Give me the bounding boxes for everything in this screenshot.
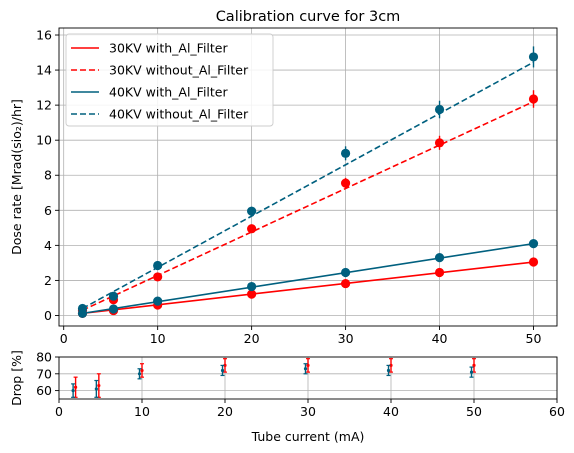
drop-y-tick-label: 70	[36, 366, 52, 381]
data-point-series-3	[434, 104, 445, 115]
main-y-tick-label: 4	[44, 238, 52, 253]
drop-x-tick-label: 20	[217, 404, 233, 419]
drop-point-series-0	[223, 363, 227, 367]
drop-point-series-1	[94, 387, 98, 391]
main-y-tick-label: 10	[36, 133, 52, 148]
main-y-tick-label: 2	[44, 273, 52, 288]
main-x-ticks: 0 10 20 30 40 50	[60, 326, 542, 346]
drop-point-series-1	[303, 367, 308, 371]
main-y-tick-label: 8	[44, 168, 52, 183]
data-point-series-1	[153, 272, 163, 282]
data-point-series-1	[434, 138, 445, 148]
legend-entry: 30KV with_Al_Filter	[109, 41, 228, 56]
data-point-series-2	[153, 296, 163, 306]
main-x-tick-label: 30	[338, 331, 354, 346]
main-y-tick-label: 0	[44, 308, 52, 323]
drop-data-points	[71, 358, 476, 398]
drop-x-tick-label: 50	[466, 404, 482, 419]
drop-x-axis-label: Tube current (mA)	[251, 429, 365, 444]
main-y-tick-label: 6	[44, 203, 52, 218]
drop-point-series-0	[389, 363, 393, 367]
legend-box	[65, 33, 274, 127]
data-point-series-2	[247, 281, 257, 292]
drop-point-series-0	[140, 368, 144, 373]
data-point-series-0	[340, 278, 351, 289]
main-y-tick-label: 16	[36, 28, 52, 43]
main-y-tick-label: 12	[36, 98, 52, 113]
drop-point-series-0	[74, 385, 78, 389]
main-y-ticks: 0 2 4 6 8 10 12 14 16	[36, 28, 59, 323]
drop-point-series-1	[71, 389, 75, 393]
legend-entry: 40KV without_Al_Filter	[109, 107, 249, 122]
main-x-tick-label: 20	[244, 331, 260, 346]
main-x-tick-label: 40	[432, 331, 448, 346]
drop-x-tick-label: 0	[55, 404, 63, 419]
legend-items: 30KV with_Al_Filter 30KV without_Al_Filte…	[71, 41, 249, 122]
drop-y-axis-label: Drop [%]	[9, 350, 24, 406]
data-point-series-0	[434, 267, 445, 278]
drop-point-series-1	[469, 370, 474, 374]
data-point-series-1	[340, 178, 351, 188]
drop-point-series-1	[220, 368, 225, 373]
data-point-series-1	[528, 94, 539, 104]
data-point-series-3	[340, 148, 351, 158]
main-x-tick-label: 50	[526, 331, 542, 346]
drop-point-series-1	[386, 368, 391, 373]
drop-x-tick-label: 40	[383, 404, 399, 419]
drop-x-tick-label: 10	[134, 404, 150, 419]
main-x-tick-label: 10	[150, 331, 166, 346]
drop-point-series-0	[97, 383, 101, 388]
main-y-axis-label: Dose rate [Mrad(sio₂)/hr]	[9, 99, 24, 255]
main-x-tick-label: 0	[60, 331, 68, 346]
legend-entry: 40KV with_Al_Filter	[109, 85, 228, 100]
data-point-series-3	[247, 206, 257, 216]
data-point-series-3	[153, 260, 163, 271]
main-data-points	[77, 46, 539, 318]
legend-entry: 30KV without_Al_Filter	[109, 63, 249, 78]
data-point-series-3	[528, 52, 539, 62]
chart-title: Calibration curve for 3cm	[216, 9, 401, 25]
drop-y-tick-label: 60	[36, 383, 52, 398]
data-point-series-2	[108, 304, 119, 314]
data-point-series-0	[247, 289, 257, 299]
drop-x-tick-label: 60	[549, 404, 565, 419]
drop-y-tick-label: 80	[36, 350, 52, 365]
drop-point-series-1	[137, 372, 142, 376]
data-point-series-2	[340, 267, 351, 278]
main-chart: Calibration curve for 3cm 0 10 20 30 40 50 0 2…	[9, 9, 558, 346]
main-grid	[59, 28, 557, 326]
drop-x-tick-label: 30	[300, 404, 316, 419]
data-point-series-3	[77, 303, 88, 314]
legend: 30KV with_Al_Filter 30KV without_Al_Filte…	[65, 33, 274, 127]
main-y-tick-label: 14	[36, 63, 52, 78]
drop-point-series-0	[472, 363, 476, 367]
drop-point-series-0	[306, 363, 310, 367]
data-point-series-2	[434, 253, 445, 263]
data-point-series-0	[528, 257, 539, 267]
drop-x-ticks: 0 10 20 30 40 50 60	[55, 399, 565, 419]
data-point-series-3	[108, 291, 119, 301]
main-axes-frame	[58, 27, 558, 327]
data-point-series-1	[247, 224, 257, 234]
data-point-series-2	[528, 239, 539, 249]
